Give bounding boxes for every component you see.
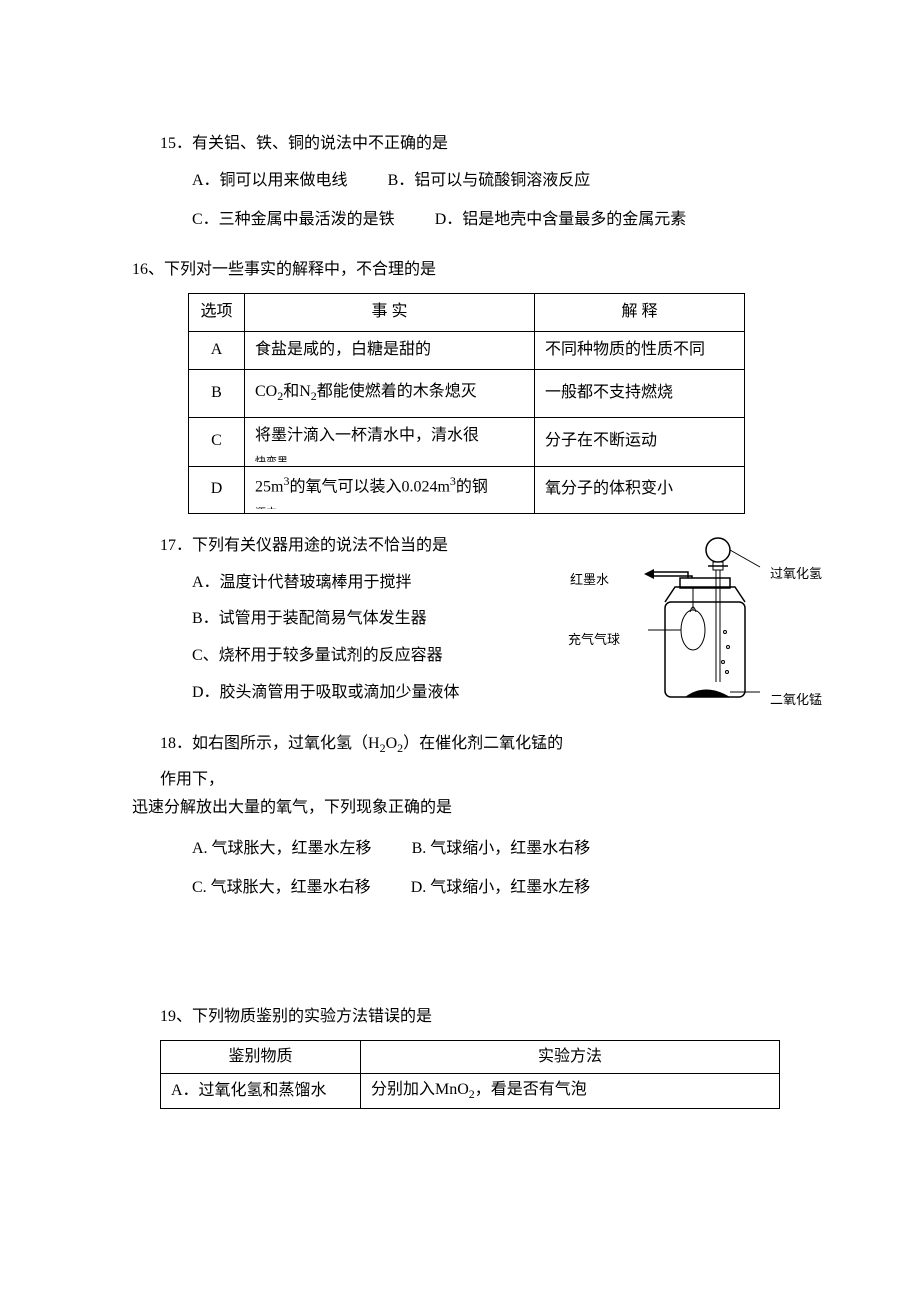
q15-opts-row1: A．铜可以用来做电线 B．铝可以与硫酸铜溶液反应: [160, 167, 790, 196]
apparatus-diagram: 红墨水 过氧化氢 充气气球 二氧化锰: [600, 532, 790, 712]
q17-optD: D．胶头滴管用于吸取或滴加少量液体: [160, 679, 590, 708]
q16-C-exp: 分子在不断运动: [535, 417, 745, 466]
q16-A-fact: 食盐是咸的，白糖是甜的: [245, 331, 535, 369]
q16-B-fact: CO2和N2都能使燃着的木条熄灭: [245, 369, 535, 417]
q16-A-idx: A: [189, 331, 245, 369]
label-qiqiu: 充气气球: [568, 628, 620, 651]
q16-C-fact: 将墨汁滴入一杯清水中，清水很快变黑: [245, 417, 535, 466]
q16-C-fact-cut: 快变黑: [255, 453, 524, 462]
q19-h1: 鉴别物质: [161, 1040, 361, 1074]
q17-q18-wrap: 17．下列有关仪器用途的说法不恰当的是 A．温度计代替玻璃棒用于搅拌 B．试管用…: [160, 532, 790, 766]
question-17: 17．下列有关仪器用途的说法不恰当的是 A．温度计代替玻璃棒用于搅拌 B．试管用…: [160, 532, 590, 708]
q19-A-method: 分别加入MnO2，看是否有气泡: [361, 1074, 780, 1109]
q16-stem: 16、下列对一些事实的解释中，不合理的是: [132, 256, 790, 285]
q16-D-idx: D: [189, 466, 245, 513]
q17-optB: B．试管用于装配简易气体发生器: [160, 605, 590, 634]
table-row: A 食盐是咸的，白糖是甜的 不同种物质的性质不同: [189, 331, 745, 369]
q18-stem-l2: 作用下，: [160, 766, 790, 795]
apparatus-svg: [630, 532, 770, 712]
q17-stem: 17．下列有关仪器用途的说法不恰当的是: [160, 532, 590, 561]
q19-A-name: A．过氧化氢和蒸馏水: [161, 1074, 361, 1109]
q16-B-idx: B: [189, 369, 245, 417]
question-18: 18．如右图所示，过氧化氢（H2O2）在催化剂二氧化锰的: [160, 730, 590, 760]
q15-optC: C．三种金属中最活泼的是铁: [192, 206, 395, 235]
q15-optA: A．铜可以用来做电线: [192, 167, 348, 196]
q19-h2: 实验方法: [361, 1040, 780, 1074]
q18-optB: B. 气球缩小，红墨水右移: [412, 835, 591, 864]
q16-A-exp: 不同种物质的性质不同: [535, 331, 745, 369]
table-row: D 25m3的氧气可以装入0.024m3的钢瓶中 氧分子的体积变小: [189, 466, 745, 513]
q15-optB: B．铝可以与硫酸铜溶液反应: [388, 167, 591, 196]
q19-table: 鉴别物质 实验方法 A．过氧化氢和蒸馏水 分别加入MnO2，看是否有气泡: [160, 1040, 780, 1110]
q16-h3: 解 释: [535, 294, 745, 332]
q17-optA: A．温度计代替玻璃棒用于搅拌: [160, 569, 590, 598]
q18-optC: C. 气球胀大，红墨水右移: [192, 874, 371, 903]
q18-optD: D. 气球缩小，红墨水左移: [411, 874, 591, 903]
q18-opts-row1: A. 气球胀大，红墨水左移 B. 气球缩小，红墨水右移: [160, 835, 790, 864]
question-16: 16、下列对一些事实的解释中，不合理的是 选项 事 实 解 释 A 食盐是咸的，…: [160, 256, 790, 513]
q18-opts-row2: C. 气球胀大，红墨水右移 D. 气球缩小，红墨水左移: [160, 874, 790, 903]
question-19: 19、下列物质鉴别的实验方法错误的是 鉴别物质 实验方法 A．过氧化氢和蒸馏水 …: [160, 1003, 790, 1109]
q16-D-exp: 氧分子的体积变小: [535, 466, 745, 513]
question-15: 15．有关铝、铁、铜的说法中不正确的是 A．铜可以用来做电线 B．铝可以与硫酸铜…: [160, 130, 790, 234]
q16-C-idx: C: [189, 417, 245, 466]
table-row: C 将墨汁滴入一杯清水中，清水很快变黑 分子在不断运动: [189, 417, 745, 466]
q18-stem-l1: 18．如右图所示，过氧化氢（H2O2）在催化剂二氧化锰的: [160, 730, 590, 760]
label-h2o2: 过氧化氢: [770, 562, 822, 585]
q18-optA: A. 气球胀大，红墨水左移: [192, 835, 372, 864]
q17-q18-left: 17．下列有关仪器用途的说法不恰当的是 A．温度计代替玻璃棒用于搅拌 B．试管用…: [160, 532, 590, 766]
table-row: A．过氧化氢和蒸馏水 分别加入MnO2，看是否有气泡: [161, 1074, 780, 1109]
q15-optD: D．铝是地壳中含量最多的金属元素: [435, 206, 687, 235]
question-18-cont: 作用下， 迅速分解放出大量的氧气，下列现象正确的是 A. 气球胀大，红墨水左移 …: [160, 766, 790, 903]
q16-h2: 事 实: [245, 294, 535, 332]
table-header-row: 选项 事 实 解 释: [189, 294, 745, 332]
q16-C-fact-text: 将墨汁滴入一杯清水中，清水很: [255, 427, 479, 444]
q16-table: 选项 事 实 解 释 A 食盐是咸的，白糖是甜的 不同种物质的性质不同 B CO…: [188, 293, 745, 514]
table-header-row: 鉴别物质 实验方法: [161, 1040, 780, 1074]
q18-stem-l3: 迅速分解放出大量的氧气，下列现象正确的是: [132, 794, 790, 823]
q19-stem: 19、下列物质鉴别的实验方法错误的是: [160, 1003, 790, 1032]
table-row: B CO2和N2都能使燃着的木条熄灭 一般都不支持燃烧: [189, 369, 745, 417]
q15-stem: 15．有关铝、铁、铜的说法中不正确的是: [160, 130, 790, 159]
q16-B-exp: 一般都不支持燃烧: [535, 369, 745, 417]
label-hongmoshui: 红墨水: [570, 568, 609, 591]
q16-D-fact-cut: 瓶中: [255, 504, 524, 509]
q16-D-fact: 25m3的氧气可以装入0.024m3的钢瓶中: [245, 466, 535, 513]
q15-opts-row2: C．三种金属中最活泼的是铁 D．铝是地壳中含量最多的金属元素: [160, 206, 790, 235]
q16-h1: 选项: [189, 294, 245, 332]
label-mno2: 二氧化锰: [770, 688, 822, 711]
q17-optC: C、烧杯用于较多量试剂的反应容器: [160, 642, 590, 671]
